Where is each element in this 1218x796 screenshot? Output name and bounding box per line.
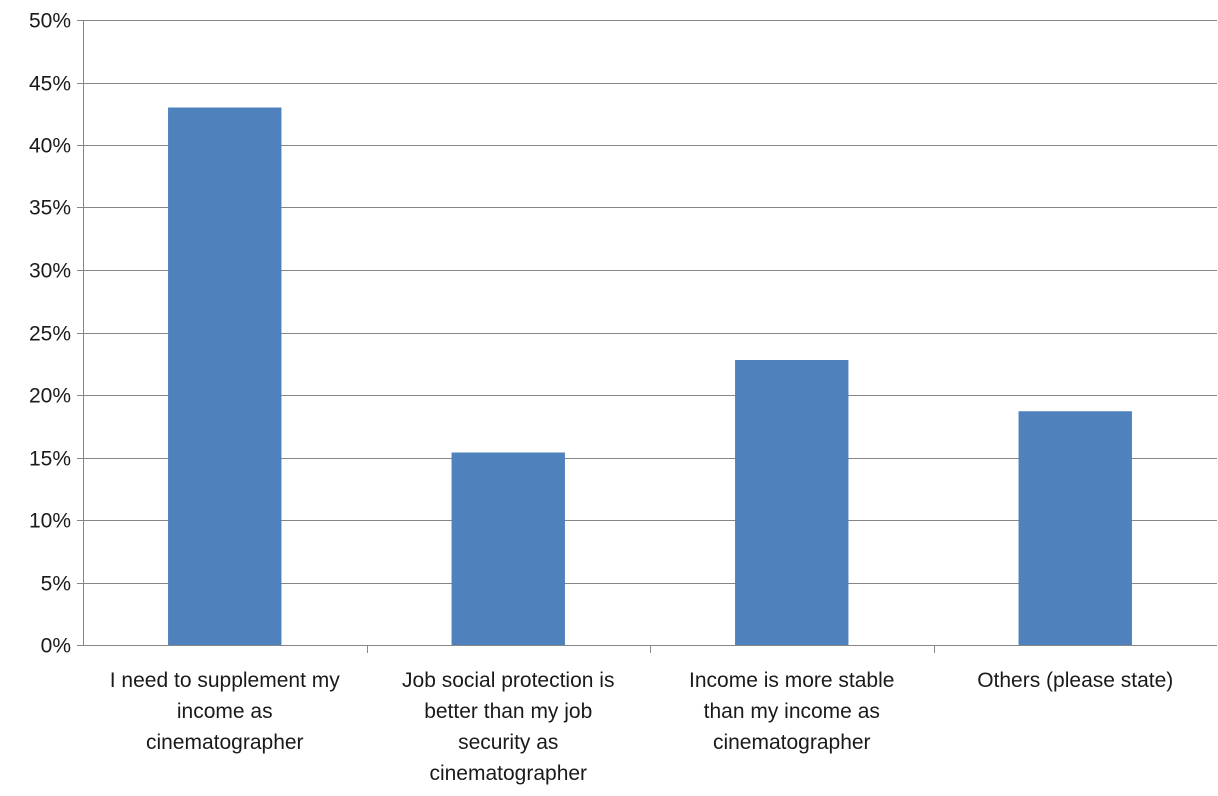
y-tick-label: 40% (29, 135, 71, 158)
x-category-label: Income is more stable than my income as ci… (689, 669, 894, 754)
y-tick-labels: 0% 5% 10% 15% 20% 25% 30% 35% 40% 45% 50% (29, 10, 71, 658)
bar-3 (735, 360, 849, 645)
y-tick-label: 25% (29, 323, 71, 346)
y-tick-label: 15% (29, 448, 71, 471)
bars (168, 107, 1132, 645)
bar-4 (1018, 411, 1132, 645)
y-tick-label: 5% (41, 573, 71, 596)
x-category-label: I need to supplement my income as cinemato… (110, 669, 340, 754)
x-category-labels: I need to supplement my income as cinemato… (110, 669, 1174, 785)
y-tick-label: 20% (29, 385, 71, 408)
y-tick-label: 45% (29, 73, 71, 96)
y-tick-label: 50% (29, 10, 71, 33)
bar-2 (451, 452, 565, 645)
y-tick-label: 10% (29, 510, 71, 533)
axes (77, 20, 1217, 653)
bar-1 (168, 107, 282, 645)
x-category-label: Others (please state) (977, 669, 1173, 692)
x-category-label: Job social protection is better than my j… (402, 669, 614, 785)
y-tick-label: 0% (41, 635, 71, 658)
y-tick-label: 30% (29, 260, 71, 283)
y-tick-label: 35% (29, 197, 71, 220)
